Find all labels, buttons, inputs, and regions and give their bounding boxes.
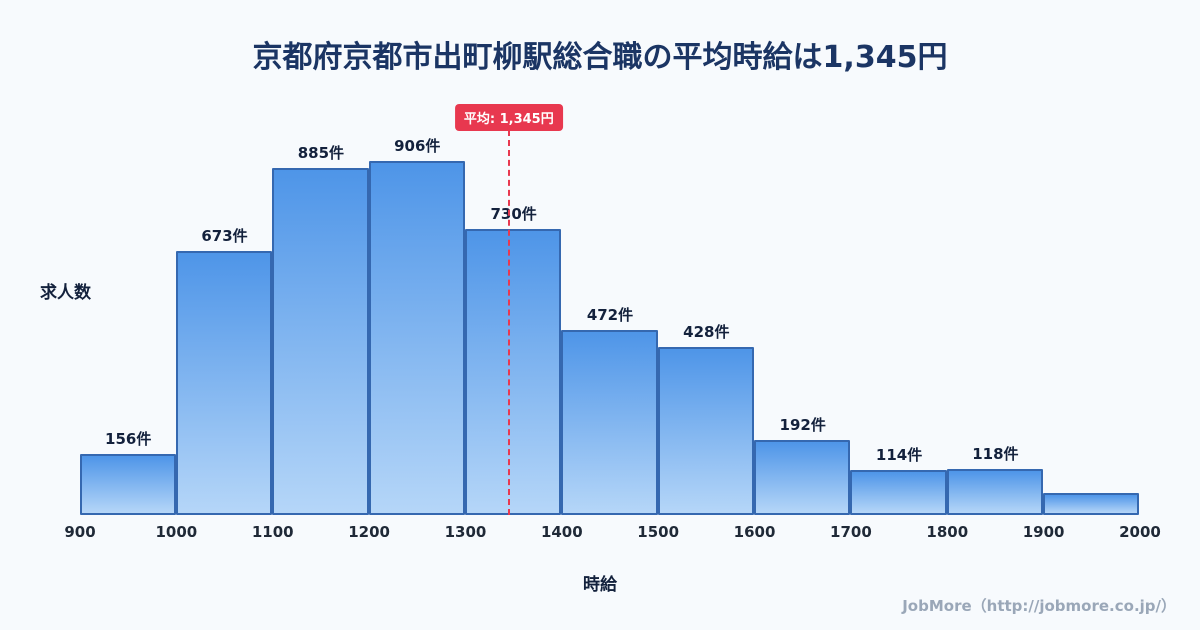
histogram-bar [79,454,176,515]
footer-credit: JobMore（http://jobmore.co.jp/） [902,597,1176,615]
histogram-bar-group: 906件 [368,135,465,515]
y-axis-label: 求人数 [40,283,91,303]
histogram-bar [754,440,851,515]
x-tick-label: 2000 [1119,523,1161,541]
x-tick-label: 1300 [444,523,487,541]
x-tick-label: 1100 [251,523,294,541]
histogram-bar-group: 114件 [850,135,947,515]
bar-value-label: 428件 [683,323,730,341]
bar-value-label: 472件 [586,306,634,324]
x-tick-label: 1800 [926,523,969,541]
bar-value-label: 906件 [394,137,441,155]
histogram-bar [1043,493,1140,515]
histogram-bar-group: 428件 [657,135,755,515]
histogram-bar-group: 730件 [464,135,562,515]
histogram-bar-group: 118件 [946,135,1044,515]
x-tick-label: 1900 [1022,523,1065,541]
histogram-bar-group: 156件 [79,135,176,515]
bar-value-label: 192件 [779,416,826,434]
histogram-bar [561,330,658,515]
bar-value-label: 673件 [201,227,248,245]
x-tick-label: 1000 [155,523,198,541]
histogram-bars: 156件 673件 885件 906件 730件 472件 428件 192件 114件 118件 [79,135,1140,515]
x-tick-label: 1400 [540,523,583,541]
bar-value-label: 885件 [297,144,345,162]
bar-value-label: 730件 [490,205,537,223]
bar-value-label: 118件 [972,445,1019,463]
histogram-bar-group: 192件 [754,135,851,515]
histogram-bar-group: 885件 [272,135,369,515]
histogram-bar [946,469,1044,515]
x-tick-label: 1200 [348,523,390,541]
x-tick-label: 1700 [830,523,872,541]
histogram-bar [368,161,465,515]
histogram-bar-group [1043,135,1140,515]
histogram-bar-group: 472件 [561,135,658,515]
histogram-bar-group: 673件 [175,135,273,515]
histogram-bar [464,229,562,515]
x-axis-label: 時給 [583,575,617,595]
histogram-bar [850,470,947,515]
bar-value-label: 114件 [875,446,923,464]
average-badge: 平均: 1,345円 [454,104,563,131]
x-tick-label: 1600 [733,523,776,541]
chart-title: 京都府京都市出町柳駅総合職の平均時給は1,345円 [252,40,948,75]
bar-value-label: 156件 [105,430,152,448]
x-axis-ticks: 900 1000 1100 1200 1300 1400 1500 1600 1700 1800 1… [64,523,1161,543]
histogram-bar [272,168,369,515]
histogram-bar [175,251,273,515]
x-tick-label: 900 [64,523,96,541]
histogram-bar [657,347,755,515]
x-tick-label: 1500 [637,523,680,541]
